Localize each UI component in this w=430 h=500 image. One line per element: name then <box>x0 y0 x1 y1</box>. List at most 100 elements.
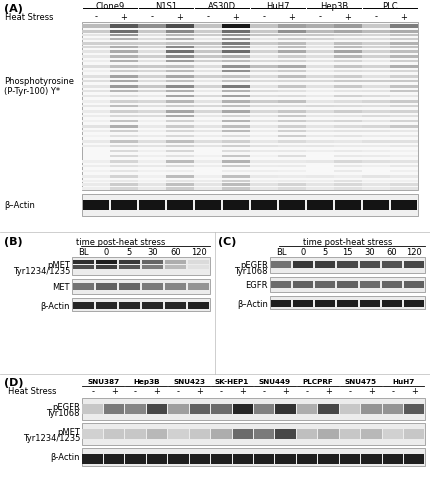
Bar <box>194 65 221 68</box>
Text: Phosphotyrosine: Phosphotyrosine <box>4 78 74 86</box>
Text: BL: BL <box>78 248 89 257</box>
Bar <box>110 125 138 128</box>
Text: 0: 0 <box>104 248 109 257</box>
Bar <box>250 187 277 190</box>
Bar <box>72 257 209 275</box>
Bar <box>110 100 138 103</box>
Bar <box>194 50 221 53</box>
Bar <box>119 302 140 309</box>
Bar <box>138 180 166 182</box>
Bar <box>306 140 333 142</box>
Bar <box>82 65 110 68</box>
Bar <box>194 60 221 62</box>
Bar <box>390 34 417 36</box>
Bar <box>110 120 138 122</box>
Text: Clone9: Clone9 <box>95 2 124 11</box>
Bar <box>138 38 166 40</box>
Bar <box>334 180 361 182</box>
Bar <box>194 85 221 87</box>
Bar <box>222 160 249 163</box>
Bar <box>362 50 389 53</box>
Bar <box>194 200 221 210</box>
Bar <box>334 50 361 53</box>
Bar <box>250 135 277 137</box>
Bar <box>138 60 166 62</box>
Bar <box>306 160 333 163</box>
Bar <box>82 194 417 216</box>
Text: +: + <box>120 12 127 22</box>
Bar <box>306 187 333 190</box>
Bar <box>278 50 305 53</box>
Text: 5: 5 <box>322 248 327 257</box>
Bar <box>138 160 166 163</box>
Bar <box>362 80 389 82</box>
Text: pMET: pMET <box>57 428 80 437</box>
Bar <box>278 75 305 78</box>
Bar <box>390 170 417 172</box>
Bar <box>119 260 140 264</box>
Bar <box>222 170 249 172</box>
Bar <box>110 105 138 107</box>
Bar <box>96 260 117 264</box>
Bar <box>334 55 361 58</box>
Bar <box>222 42 249 44</box>
Bar <box>194 110 221 112</box>
Bar <box>82 60 110 62</box>
Bar <box>138 125 166 128</box>
Bar <box>250 34 277 36</box>
Text: +: + <box>111 388 117 396</box>
Bar <box>194 80 221 82</box>
Bar <box>110 155 138 157</box>
Bar <box>390 200 416 210</box>
Bar <box>334 145 361 147</box>
Bar <box>278 60 305 62</box>
Bar <box>72 279 209 294</box>
Bar <box>165 260 186 264</box>
Bar <box>82 454 103 464</box>
Bar <box>390 160 417 163</box>
Bar <box>334 120 361 122</box>
Bar <box>138 155 166 157</box>
Bar <box>390 105 417 107</box>
Bar <box>250 120 277 122</box>
Text: -: - <box>374 12 377 22</box>
Bar <box>187 283 209 290</box>
Bar <box>194 155 221 157</box>
Bar <box>166 75 194 78</box>
Bar <box>250 55 277 58</box>
Bar <box>253 454 274 464</box>
Bar <box>278 95 305 97</box>
Text: -: - <box>219 388 222 396</box>
Bar <box>306 75 333 78</box>
Bar <box>292 281 313 288</box>
Bar <box>362 105 389 107</box>
Bar <box>138 187 166 190</box>
Bar <box>82 30 110 32</box>
Text: (A): (A) <box>4 4 23 14</box>
Bar <box>362 125 389 128</box>
Bar <box>82 100 110 103</box>
Bar <box>362 38 389 40</box>
Bar <box>138 130 166 132</box>
Bar <box>362 100 389 103</box>
Bar <box>189 429 210 439</box>
Bar <box>306 130 333 132</box>
Bar <box>403 429 424 439</box>
Text: +: + <box>399 12 406 22</box>
Bar <box>337 261 357 268</box>
Bar <box>82 110 110 112</box>
Bar <box>250 95 277 97</box>
Bar <box>110 46 138 48</box>
Bar <box>390 65 417 68</box>
Bar <box>334 90 361 92</box>
Bar <box>222 155 249 157</box>
Bar <box>110 65 138 68</box>
Bar <box>334 155 361 157</box>
Bar <box>250 24 277 28</box>
Bar <box>306 42 333 44</box>
Bar <box>250 110 277 112</box>
Bar <box>250 85 277 87</box>
Bar <box>166 50 194 53</box>
Bar <box>110 95 138 97</box>
Text: pMET: pMET <box>47 261 70 270</box>
